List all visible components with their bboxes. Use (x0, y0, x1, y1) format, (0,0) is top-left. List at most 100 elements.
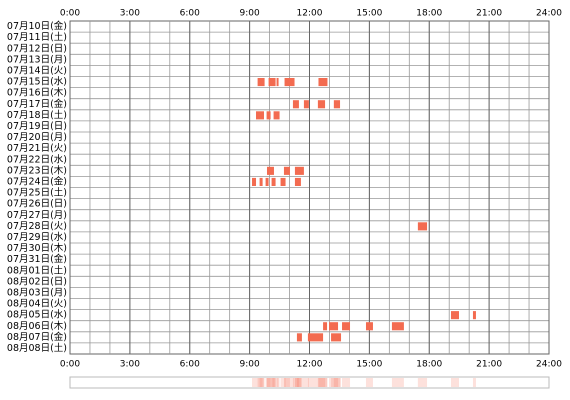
activity-block (303, 100, 309, 109)
activity-block (268, 78, 276, 87)
activity-block (271, 177, 276, 186)
heat-strip-block (292, 378, 299, 387)
y-tick-label: 07月26日(日) (7, 199, 67, 210)
y-tick-label: 07月28日(火) (7, 221, 67, 232)
heat-strip-block (331, 378, 342, 387)
x-tick-label-bottom: 6:00 (180, 360, 200, 370)
y-tick-label: 07月12日(日) (7, 43, 67, 54)
activity-block (292, 100, 299, 109)
x-tick-label-top: 12:00 (297, 9, 323, 19)
activity-block (342, 322, 351, 331)
x-tick-label-top: 18:00 (416, 9, 442, 19)
x-tick-label-top: 0:00 (60, 9, 80, 19)
activity-block (451, 311, 459, 320)
y-tick-label: 07月21日(火) (7, 143, 67, 154)
heat-strip-block (276, 378, 279, 387)
activity-block (323, 322, 328, 331)
y-tick-label: 08月06日(木) (7, 320, 67, 332)
activity-block (294, 166, 304, 175)
x-tick-label-top: 15:00 (356, 9, 382, 19)
y-tick-label: 07月13日(月) (7, 54, 67, 65)
x-tick-label-bottom: 9:00 (240, 360, 260, 370)
y-tick-label: 07月27日(月) (7, 210, 67, 221)
heat-strip-block (266, 378, 274, 387)
activity-block (280, 177, 286, 186)
heat-strip-block (273, 378, 280, 387)
activity-block (329, 322, 339, 331)
y-tick-label: 07月15日(水) (7, 76, 67, 88)
heat-strip-block (271, 378, 276, 387)
y-tick-label: 07月24日(金) (7, 175, 67, 187)
heat-strip-block (333, 378, 341, 387)
y-tick-label: 07月22日(水) (7, 153, 67, 165)
heat-strip-block (265, 378, 269, 387)
x-tick-label-bottom: 3:00 (120, 360, 140, 370)
y-tick-label: 08月01日(土) (7, 264, 67, 276)
y-tick-label: 08月07日(金) (7, 331, 67, 343)
heat-strip-block (266, 378, 271, 387)
activity-block (472, 311, 476, 320)
x-tick-label-top: 24:00 (536, 9, 562, 19)
heat-strip-block (307, 378, 324, 387)
activity-block (259, 177, 263, 186)
heat-strip-block (257, 378, 265, 387)
y-tick-label: 07月10日(金) (7, 20, 67, 32)
x-tick-label-bottom: 12:00 (297, 360, 323, 370)
heat-strip-block (329, 378, 339, 387)
y-tick-label: 07月16日(木) (7, 87, 67, 99)
y-tick-label: 08月05日(水) (7, 309, 67, 321)
activity-block (317, 100, 326, 109)
heat-strip-block (284, 378, 295, 387)
activity-block (294, 177, 301, 186)
activity-block (252, 177, 257, 186)
y-tick-label: 07月23日(木) (7, 164, 67, 176)
activity-block (391, 322, 404, 331)
heat-strip-block (296, 378, 302, 387)
y-tick-label: 07月31日(金) (7, 253, 67, 265)
activity-block (307, 333, 324, 342)
heat-strip-block (283, 378, 290, 387)
activity-block (256, 111, 264, 120)
x-tick-label-top: 3:00 (120, 9, 140, 19)
activity-block (296, 333, 302, 342)
heat-strip-block (318, 378, 328, 387)
y-tick-label: 07月29日(水) (7, 231, 67, 243)
x-tick-label-top: 9:00 (240, 9, 260, 19)
y-tick-label: 08月03日(月) (7, 287, 67, 298)
heat-strip-block (303, 378, 309, 387)
heat-strip-block (294, 378, 301, 387)
activity-block (257, 78, 265, 87)
activity-block (265, 177, 269, 186)
heat-strip-block (342, 378, 351, 387)
y-tick-label: 07月18日(土) (7, 109, 67, 121)
heat-strip-block (472, 378, 476, 387)
activity-block (284, 78, 295, 87)
heat-strip-block (259, 378, 263, 387)
activity-block (283, 166, 290, 175)
activity-block (318, 78, 328, 87)
activity-block (273, 111, 280, 120)
x-tick-label-top: 6:00 (180, 9, 200, 19)
activity-block (331, 333, 342, 342)
y-tick-label: 07月25日(土) (7, 187, 67, 199)
activity-block (417, 222, 428, 231)
activity-block (333, 100, 341, 109)
y-tick-label: 07月11日(土) (7, 31, 67, 43)
heat-strip-block (451, 378, 459, 387)
y-tick-label: 08月02日(日) (7, 276, 67, 287)
heat-strip-block (417, 378, 428, 387)
heat-strip-block (323, 378, 328, 387)
heat-strip-block (256, 378, 264, 387)
heat-strip-block (365, 378, 373, 387)
activity-block (266, 166, 274, 175)
x-tick-label-bottom: 21:00 (476, 360, 502, 370)
heat-strip-block (280, 378, 286, 387)
y-tick-label: 07月30日(木) (7, 242, 67, 254)
y-tick-label: 07月20日(月) (7, 132, 67, 143)
y-tick-label: 07月17日(金) (7, 98, 67, 110)
heat-strip-block (294, 378, 304, 387)
heat-strip-block (252, 378, 257, 387)
x-tick-label-bottom: 0:00 (60, 360, 80, 370)
y-tick-label: 07月19日(日) (7, 121, 67, 132)
